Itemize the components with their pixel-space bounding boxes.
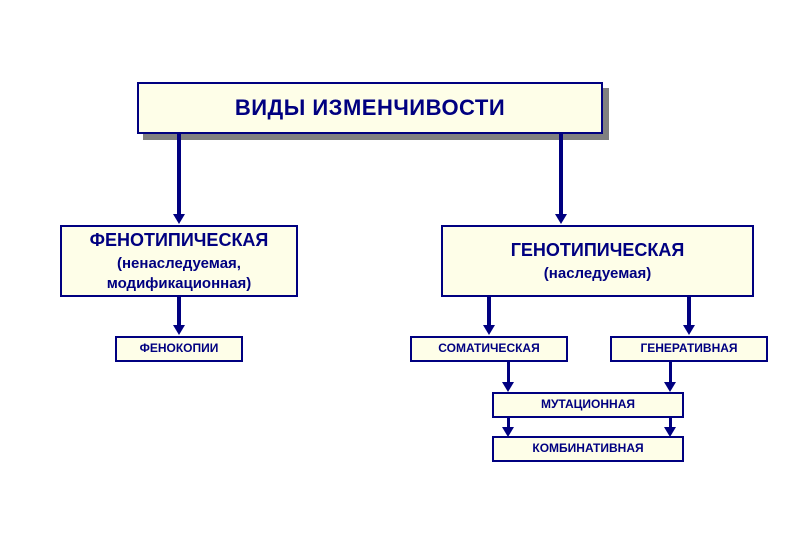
- arrow-line: [177, 297, 181, 327]
- phenocopy-box: ФЕНОКОПИИ: [115, 336, 243, 362]
- root-label: ВИДЫ ИЗМЕНЧИВОСТИ: [235, 94, 505, 123]
- combinative-box: КОМБИНАТИВНАЯ: [492, 436, 684, 462]
- arrow-head-icon: [483, 325, 495, 335]
- arrow-head-icon: [555, 214, 567, 224]
- arrow-line: [559, 134, 563, 216]
- arrow-line: [487, 297, 491, 327]
- arrow-line: [177, 134, 181, 216]
- generative-box: ГЕНЕРАТИВНАЯ: [610, 336, 768, 362]
- pheno-box: ФЕНОТИПИЧЕСКАЯ (ненаследуемая, модификац…: [60, 225, 298, 297]
- arrow-head-icon: [502, 427, 514, 437]
- arrow-line: [507, 362, 510, 384]
- arrow-line: [669, 362, 672, 384]
- geno-title: ГЕНОТИПИЧЕСКАЯ: [511, 239, 685, 262]
- geno-sub: (наследуемая): [544, 264, 651, 284]
- somatic-box: СОМАТИЧЕСКАЯ: [410, 336, 568, 362]
- arrow-line: [687, 297, 691, 327]
- pheno-sub1: (ненаследуемая,: [117, 254, 241, 274]
- somatic-label: СОМАТИЧЕСКАЯ: [438, 341, 539, 357]
- pheno-title: ФЕНОТИПИЧЕСКАЯ: [90, 229, 269, 252]
- arrow-head-icon: [173, 214, 185, 224]
- generative-label: ГЕНЕРАТИВНАЯ: [640, 341, 737, 357]
- mutation-box: МУТАЦИОННАЯ: [492, 392, 684, 418]
- arrow-head-icon: [502, 382, 514, 392]
- pheno-sub2: модификационная): [107, 274, 252, 294]
- mutation-label: МУТАЦИОННАЯ: [541, 397, 635, 413]
- root-box: ВИДЫ ИЗМЕНЧИВОСТИ: [137, 82, 603, 134]
- arrow-head-icon: [664, 427, 676, 437]
- combinative-label: КОМБИНАТИВНАЯ: [532, 441, 643, 457]
- geno-box: ГЕНОТИПИЧЕСКАЯ (наследуемая): [441, 225, 754, 297]
- phenocopy-label: ФЕНОКОПИИ: [140, 341, 219, 357]
- arrow-head-icon: [173, 325, 185, 335]
- arrow-head-icon: [664, 382, 676, 392]
- arrow-head-icon: [683, 325, 695, 335]
